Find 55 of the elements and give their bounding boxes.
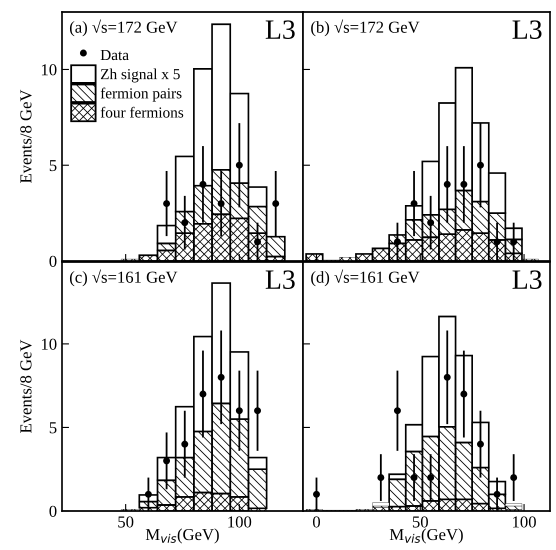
point	[460, 180, 468, 188]
legend-label: Data	[100, 50, 129, 60]
point	[218, 374, 225, 381]
point	[236, 407, 243, 414]
point	[476, 440, 484, 448]
x-tick-label: 50	[412, 516, 428, 528]
annotation: (b) √s=172 GeV	[311, 19, 420, 36]
point	[254, 407, 261, 414]
point	[236, 162, 243, 169]
y-axis-title: Events/8 GeV	[20, 90, 32, 184]
x-axis-title: M$_{vis}$(GeV)	[390, 528, 463, 544]
y-tick-label: 0	[49, 256, 57, 267]
y-tick-label: 0	[49, 506, 57, 517]
point	[144, 490, 152, 498]
point	[199, 390, 206, 398]
y-tick-label: 5	[50, 160, 56, 172]
legend-label: fermion pairs	[100, 88, 182, 102]
y-tick-label: 5	[50, 422, 56, 434]
point	[494, 490, 501, 498]
y-axis-title: Events/8 GeV	[20, 340, 32, 434]
annotation: L3	[266, 270, 295, 290]
annotation: L3	[512, 270, 542, 290]
legend-label: Zh signal x 5	[100, 68, 180, 82]
annotation: L3	[512, 20, 542, 40]
x-tick-label: 100	[513, 516, 536, 528]
point	[460, 390, 468, 398]
point	[410, 200, 418, 208]
point	[199, 180, 206, 188]
point	[218, 200, 225, 208]
point	[377, 474, 384, 482]
point	[510, 474, 518, 482]
point	[444, 374, 451, 381]
point	[254, 238, 261, 246]
annotation: (c) √s=161 GeV	[70, 269, 178, 286]
point	[272, 200, 280, 208]
x-tick-label: 50	[118, 516, 134, 528]
point	[313, 490, 320, 498]
point	[427, 474, 434, 482]
point	[181, 440, 188, 448]
point	[494, 238, 501, 246]
legend-label: four fermions	[100, 106, 184, 118]
annotation: L3	[266, 20, 295, 40]
y-tick-label: 10	[42, 338, 57, 350]
point	[476, 162, 484, 169]
x-tick-label: 100	[228, 516, 252, 528]
y-tick-label: 10	[42, 64, 57, 76]
point	[444, 180, 451, 188]
x-tick-label: 0	[312, 516, 320, 528]
x-axis-title: M$_{vis}$(GeV)	[146, 528, 219, 544]
point	[163, 457, 170, 464]
annotation: (d) √s=161 GeV	[311, 269, 420, 286]
point	[163, 200, 170, 208]
point	[410, 474, 418, 482]
annotation: (a) √s=172 GeV	[70, 19, 178, 36]
point	[394, 407, 401, 414]
